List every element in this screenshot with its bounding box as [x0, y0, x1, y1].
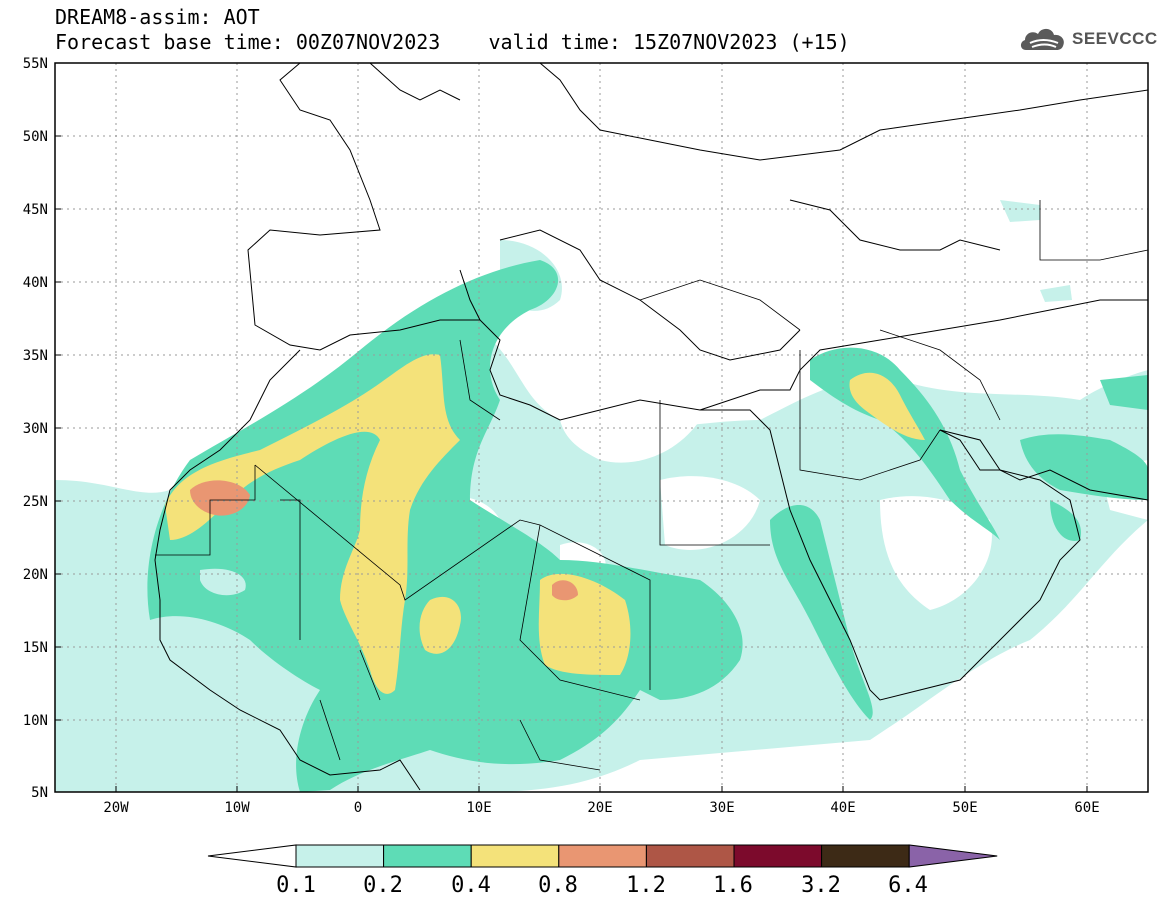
colorbar-swatch: [470, 844, 560, 868]
valid-time-label: valid time: 15Z07NOV2023 (+15): [488, 30, 850, 54]
colorbar-label: 6.4: [888, 873, 928, 898]
lon-label: 50E: [952, 800, 977, 816]
lat-labels: 55N 50N 45N 40N 35N 30N 25N 20N 15N 10N …: [23, 56, 48, 801]
lon-label: 10W: [224, 800, 250, 816]
lon-label: 40E: [830, 800, 855, 816]
lon-labels: 20W 10W 0 10E 20E 30E 40E 50E 60E: [103, 800, 1099, 816]
colorbar-label: 0.4: [451, 873, 491, 898]
colorbar-swatch: [383, 844, 472, 868]
cloud-icon: [1020, 28, 1064, 50]
lat-label: 25N: [23, 494, 48, 510]
aot-field: [55, 200, 1148, 792]
colorbar-label: 0.2: [363, 873, 403, 898]
lat-label: 40N: [23, 275, 48, 291]
lat-label: 30N: [23, 421, 48, 437]
colorbar-label: 3.2: [801, 873, 841, 898]
lat-label: 50N: [23, 129, 48, 145]
colorbar-over-triangle: [908, 844, 998, 868]
colorbar-swatch: [733, 844, 823, 868]
colorbar-labels: 0.1 0.2 0.4 0.8 1.2 1.6 3.2 6.4: [276, 873, 928, 898]
map-title: DREAM8-assim: AOT: [55, 5, 260, 29]
colorbar: [207, 844, 998, 868]
lat-label: 20N: [23, 567, 48, 583]
country-borders: [155, 200, 1148, 771]
colorbar-under-triangle: [207, 844, 297, 868]
colorbar-swatch: [821, 844, 910, 868]
lat-label: 10N: [23, 713, 48, 729]
lon-label: 20E: [587, 800, 612, 816]
colorbar-label: 1.6: [713, 873, 753, 898]
coastlines: [154, 63, 1148, 791]
lon-label: 60E: [1074, 800, 1099, 816]
colorbar-label: 1.2: [626, 873, 666, 898]
forecast-time-line: Forecast base time: 00Z07NOV2023 valid t…: [55, 31, 850, 53]
axis-ticks: [55, 62, 1088, 793]
lat-label: 15N: [23, 640, 48, 656]
colorbar-label: 0.1: [276, 873, 316, 898]
colorbar-swatch: [558, 844, 647, 868]
lat-label: 55N: [23, 56, 48, 72]
lat-label: 35N: [23, 348, 48, 364]
lon-label: 0: [354, 800, 362, 816]
logo-text: SEEVCCC: [1072, 29, 1158, 48]
lon-label: 30E: [709, 800, 734, 816]
base-time-label: Forecast base time: 00Z07NOV2023: [55, 30, 441, 54]
colorbar-swatch: [295, 844, 385, 868]
graticule: [55, 63, 1148, 792]
seevccc-logo: SEEVCCC: [1018, 24, 1158, 54]
colorbar-swatch: [645, 844, 735, 868]
lon-label: 20W: [103, 800, 129, 816]
lon-label: 10E: [466, 800, 491, 816]
lat-label: 45N: [23, 202, 48, 218]
colorbar-label: 0.8: [538, 873, 578, 898]
aot-level-0.8: [190, 480, 578, 601]
lat-label: 5N: [31, 785, 48, 801]
